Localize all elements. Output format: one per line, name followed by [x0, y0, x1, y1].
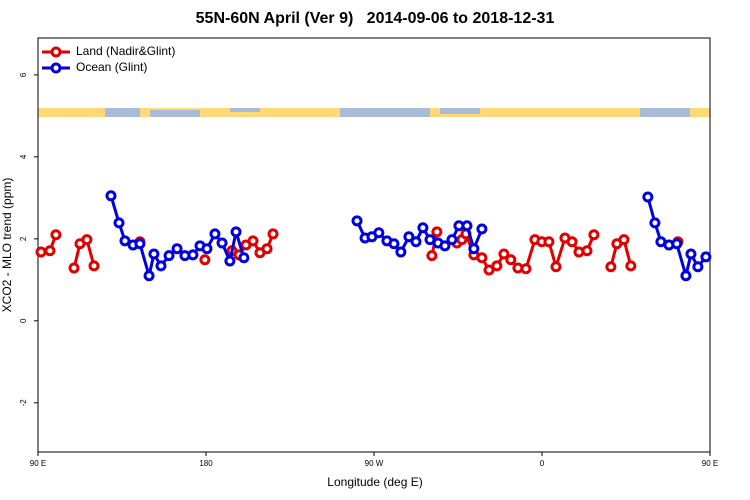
data-point [224, 255, 236, 267]
data-point [505, 254, 517, 266]
data-point [163, 250, 175, 262]
data-point [618, 234, 630, 246]
data-point [671, 238, 683, 250]
data-point [692, 261, 704, 273]
data-point [68, 262, 80, 274]
data-point [261, 243, 273, 255]
data-point [605, 261, 617, 273]
data-point [403, 231, 415, 243]
data-point [476, 252, 488, 264]
data-point [439, 240, 451, 252]
data-point [520, 263, 532, 275]
data-point [134, 238, 146, 250]
legend-label: Ocean (Glint) [76, 60, 147, 74]
strip-ocean [150, 110, 200, 117]
data-point [431, 226, 443, 238]
data-point [685, 248, 697, 260]
data-point [216, 237, 228, 249]
y-tick-label: -2 [19, 399, 28, 407]
data-point [680, 270, 692, 282]
data-point [491, 260, 503, 272]
data-point [230, 226, 242, 238]
data-point [649, 217, 661, 229]
data-point [187, 249, 199, 261]
data-point [483, 264, 495, 276]
data-point [581, 245, 593, 257]
data-point [88, 260, 100, 272]
y-tick-label: 2 [19, 236, 28, 241]
data-point [461, 220, 473, 232]
strip-ocean [640, 108, 690, 117]
data-point [566, 236, 578, 248]
data-point [148, 248, 160, 260]
strip-ocean [230, 108, 260, 112]
strip-ocean [105, 108, 140, 117]
data-point [44, 245, 56, 257]
data-point [50, 229, 62, 241]
data-point [588, 229, 600, 241]
data-point [119, 235, 131, 247]
data-point [247, 235, 259, 247]
strip-ocean [440, 108, 480, 114]
x-axis-label: Longitude (deg E) [327, 475, 422, 489]
data-point [171, 243, 183, 255]
x-tick-label: 180 [199, 459, 213, 468]
legend-marker [50, 46, 62, 58]
data-point [498, 248, 510, 260]
y-tick-label: 0 [19, 318, 28, 323]
y-tick-label: 6 [19, 72, 28, 77]
data-point [155, 260, 167, 272]
data-point [625, 260, 637, 272]
legend-marker [50, 62, 62, 74]
data-point [35, 246, 47, 258]
chart-title: 55N-60N April (Ver 9) 2014-09-06 to 2018… [196, 10, 555, 27]
data-point [700, 251, 712, 263]
land-ocean-strip [38, 108, 710, 117]
data-point [201, 243, 213, 255]
data-point [351, 215, 363, 227]
x-tick-label: 90 W [365, 459, 384, 468]
data-point [446, 234, 458, 246]
data-point [388, 238, 400, 250]
data-point [426, 250, 438, 262]
data-point [476, 223, 488, 235]
data-point [373, 227, 385, 239]
data-point [417, 222, 429, 234]
data-point [105, 190, 117, 202]
data-point [267, 228, 279, 240]
data-point [395, 246, 407, 258]
y-tick-label: 4 [19, 154, 28, 159]
data-point [543, 236, 555, 248]
x-tick-label: 0 [540, 459, 545, 468]
data-point [209, 228, 221, 240]
data-point [199, 254, 211, 266]
data-point [238, 252, 250, 264]
strip-ocean [340, 108, 430, 117]
data-point [410, 236, 422, 248]
data-point [81, 234, 93, 246]
data-point [550, 261, 562, 273]
x-tick-label: 90 E [30, 459, 46, 468]
data-point [468, 243, 480, 255]
data-point [143, 270, 155, 282]
legend-label: Land (Nadir&Glint) [76, 44, 175, 58]
data-point [113, 217, 125, 229]
x-tick-label: 90 E [702, 459, 718, 468]
y-axis-label: XCO2 - MLO trend (ppm) [0, 178, 14, 313]
data-point [642, 191, 654, 203]
